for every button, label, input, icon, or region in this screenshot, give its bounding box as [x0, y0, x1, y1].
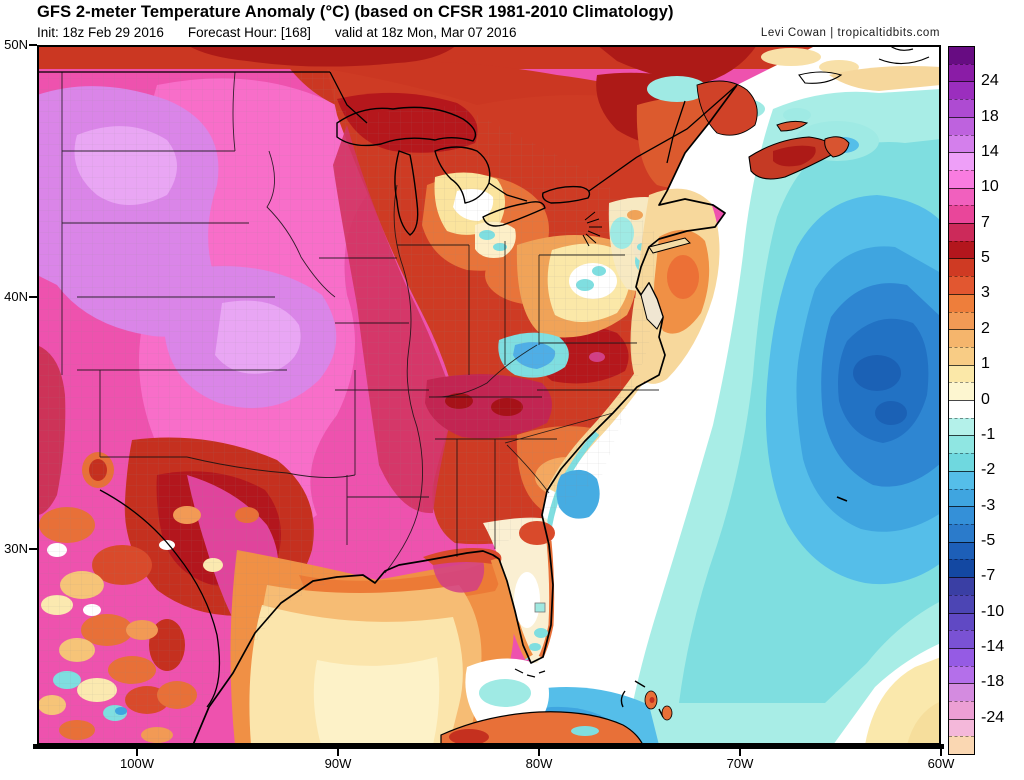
- coastline: [192, 84, 738, 745]
- colorbar-segment: [949, 152, 974, 170]
- colorbar-segment: [949, 577, 974, 595]
- great-lakes: [336, 106, 591, 236]
- colorbar-segment: [949, 506, 974, 524]
- init-time: Init: 18z Feb 29 2016: [37, 25, 164, 40]
- lon-label: 70W: [726, 756, 754, 771]
- long-island: [648, 237, 691, 254]
- colorbar-segment: [949, 223, 974, 241]
- colorbar-segment: [949, 453, 974, 471]
- lon-tick: [337, 749, 339, 756]
- map-subtitle: Init: 18z Feb 29 2016 Forecast Hour: [16…: [37, 25, 517, 40]
- colorbar-label: -2: [981, 461, 996, 479]
- colorbar-label: -3: [981, 496, 996, 514]
- colorbar-segment: [949, 346, 974, 365]
- colorbar-label: 18: [981, 107, 999, 125]
- credit-text: Levi Cowan | tropicaltidbits.com: [760, 27, 940, 39]
- colorbar-segment: [949, 240, 974, 259]
- colorbar-segment: [949, 293, 974, 312]
- valid-time: valid at 18z Mon, Mar 07 2016: [334, 25, 517, 40]
- colorbar-segment: [949, 258, 974, 277]
- colorbar-segment: [949, 594, 974, 613]
- colorbar-label: -5: [981, 531, 996, 549]
- colorbar-segment: [949, 382, 974, 401]
- colorbar-segment: [949, 400, 974, 418]
- map-title: GFS 2-meter Temperature Anomaly (°C) (ba…: [37, 3, 674, 21]
- colorbar-segment: [949, 523, 974, 542]
- colorbar-label: 5: [981, 249, 990, 267]
- terrain-hatch-artifact: [582, 211, 602, 247]
- colorbar-segment: [949, 488, 974, 507]
- colorbar-segment: [949, 63, 974, 82]
- colorbar-segment: [949, 736, 974, 755]
- anomaly-map: [37, 45, 941, 745]
- lat-label: 30N: [4, 541, 28, 556]
- colorbar-label: -1: [981, 425, 996, 443]
- colorbar-label: 0: [981, 390, 990, 408]
- colorbar-segment: [949, 718, 974, 737]
- colorbar-segment: [949, 205, 974, 224]
- colorbar-segment: [949, 541, 974, 560]
- colorbar-segment: [949, 329, 974, 347]
- lon-tick: [136, 749, 138, 756]
- colorbar-label: -7: [981, 567, 996, 585]
- colorbar-label: -14: [981, 637, 1005, 655]
- delmarva-peninsula: [640, 282, 664, 330]
- colorbar-segment: [949, 683, 974, 702]
- colorbar-label: 7: [981, 213, 990, 231]
- colorbar-label: -18: [981, 673, 1005, 691]
- colorbar-segment: [949, 81, 974, 100]
- florida-keys: [514, 668, 546, 678]
- colorbar-segment: [949, 470, 974, 489]
- colorbar-segment: [949, 612, 974, 631]
- colorbar-label: 24: [981, 72, 999, 90]
- national-borders: [37, 71, 738, 708]
- colorbar-label: 10: [981, 178, 999, 196]
- lon-label: 60W: [927, 756, 955, 771]
- state-borders: [61, 71, 659, 574]
- colorbar-segment: [949, 99, 974, 117]
- colorbar-segment: [949, 701, 974, 719]
- lon-tick: [739, 749, 741, 756]
- colorbar-segment: [949, 435, 974, 454]
- colorbar-segment: [949, 116, 974, 135]
- temperature-anomaly-field: [37, 45, 941, 745]
- colorbar-segment: [949, 630, 974, 648]
- lon-label: 90W: [324, 756, 352, 771]
- colorbar: [948, 46, 975, 755]
- bahamas-islands: [620, 680, 673, 721]
- lon-tick: [538, 749, 540, 756]
- lat-tick: [29, 296, 37, 298]
- colorbar-label: 14: [981, 143, 999, 161]
- colorbar-label: 2: [981, 319, 990, 337]
- colorbar-label: -24: [981, 708, 1005, 726]
- bermuda-island: [836, 496, 848, 502]
- lat-label: 40N: [4, 289, 28, 304]
- colorbar-segment: [949, 647, 974, 666]
- bottom-axis-line: [33, 744, 944, 749]
- colorbar-segment: [949, 311, 974, 330]
- colorbar-segment: [949, 665, 974, 684]
- colorbar-segment: [949, 276, 974, 294]
- colorbar-label: 3: [981, 284, 990, 302]
- forecast-hour: Forecast Hour: [168]: [187, 25, 311, 40]
- colorbar-segment: [949, 364, 974, 383]
- lake-okeechobee: [534, 602, 546, 613]
- colorbar-segment: [949, 417, 974, 436]
- colorbar-segment: [949, 47, 974, 64]
- colorbar-segment: [949, 134, 974, 153]
- colorbar-segment: [949, 187, 974, 206]
- lon-tick: [940, 749, 942, 756]
- colorbar-segment: [949, 559, 974, 578]
- lon-label: 100W: [120, 756, 154, 771]
- lon-label: 80W: [525, 756, 553, 771]
- lat-tick: [29, 44, 37, 46]
- colorbar-label: 1: [981, 355, 990, 373]
- lat-label: 50N: [4, 37, 28, 52]
- lat-tick: [29, 548, 37, 550]
- colorbar-label: -10: [981, 602, 1005, 620]
- colorbar-segment: [949, 169, 974, 188]
